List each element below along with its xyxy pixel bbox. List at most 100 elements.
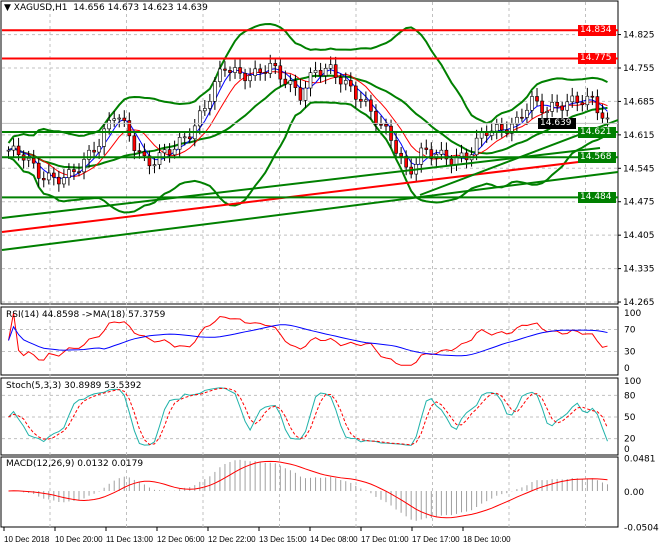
candle [41, 178, 46, 181]
candle [550, 102, 554, 112]
candle [283, 78, 288, 85]
candle [62, 177, 66, 185]
candle [590, 95, 595, 98]
candle [343, 80, 348, 85]
candle [479, 132, 484, 139]
candle [288, 80, 293, 85]
candle [152, 164, 157, 167]
candle [233, 67, 237, 73]
candle [107, 120, 111, 130]
candle [429, 149, 434, 159]
close-value: 14.639 [176, 3, 208, 13]
price-axis-label: 14.475 [623, 198, 655, 208]
candle [67, 169, 71, 179]
candle [535, 96, 539, 102]
trendline-lower [1, 171, 619, 251]
rsi-axis-label: 100 [624, 309, 641, 319]
price-level-tag: 14.484 [578, 192, 616, 204]
candle [545, 111, 549, 113]
candle [278, 65, 283, 80]
low-value: 14.623 [142, 3, 174, 13]
macd-axis-label: 0.0481 [624, 454, 656, 464]
candle [112, 118, 117, 121]
candle [52, 172, 56, 178]
candle [142, 151, 147, 157]
candle [525, 109, 529, 118]
ma200-line [1, 159, 596, 233]
candle [575, 95, 580, 103]
candle [46, 172, 51, 181]
price-axis-label: 14.685 [623, 97, 655, 107]
candle [162, 149, 167, 154]
candle [374, 110, 378, 125]
candle [208, 101, 212, 109]
candle [585, 95, 590, 106]
rsi-axis-label: 70 [624, 326, 636, 336]
stoch-axis-label: 0 [624, 445, 630, 455]
candle [102, 128, 106, 147]
candle [26, 158, 31, 161]
time-axis-label: 12 Dec 22:00 [208, 535, 256, 544]
candle [510, 123, 514, 134]
candle [444, 149, 449, 160]
candle [82, 159, 86, 173]
macd-axis-label: -0.0504 [624, 523, 659, 533]
candle [218, 68, 222, 82]
candle [364, 99, 368, 102]
chart-header: ▼ XAGUSD,H1 14.656 14.673 14.623 14.639 [4, 3, 208, 13]
rsi-label: RSI(14) 44.8598 ->MA(18) 57.3759 [6, 310, 166, 320]
candle [127, 120, 132, 137]
candle [313, 69, 318, 74]
candle [555, 102, 559, 107]
macd-signal-line [8, 460, 608, 519]
candle [213, 81, 217, 102]
stoch-label: Stoch(5,3,3) 30.8989 53.5392 [6, 381, 142, 391]
main-panel [0, 0, 619, 305]
candle [394, 140, 398, 154]
candle [132, 135, 137, 151]
rsi-panel [0, 306, 619, 376]
time-axis-label: 13 Dec 15:00 [259, 535, 307, 544]
bollinger-upper [7, 23, 608, 144]
candle [97, 146, 101, 153]
candle [424, 147, 429, 150]
candle [197, 110, 202, 127]
dropdown-arrow-icon[interactable]: ▼ [4, 3, 11, 13]
ma-slow-line [8, 71, 608, 177]
candle [540, 100, 544, 113]
candle [223, 68, 227, 71]
stoch-main-line [8, 387, 608, 446]
candle [228, 70, 232, 73]
candle [570, 95, 575, 103]
stoch-signal-line [8, 387, 608, 446]
candle [530, 96, 534, 111]
price-level-tag: 14.639 [538, 118, 576, 130]
price-level-tag: 14.834 [578, 25, 616, 37]
candle [268, 63, 273, 74]
candle [187, 136, 192, 140]
candle [605, 117, 610, 120]
candle [595, 96, 600, 114]
candle [565, 101, 570, 111]
price-axis-label: 14.405 [623, 231, 655, 241]
price-axis-label: 14.265 [623, 298, 655, 308]
candle [243, 72, 247, 82]
candle [318, 69, 323, 76]
candle [298, 87, 303, 101]
macd-axis-label: 0.00 [624, 488, 644, 498]
trendline-middle [1, 147, 601, 219]
stoch-axis-label: 80 [624, 391, 636, 401]
candle [369, 99, 373, 112]
candle [248, 75, 252, 82]
candle [419, 147, 424, 165]
candle [11, 145, 16, 151]
high-value: 14.673 [107, 3, 140, 13]
candle [600, 112, 605, 119]
candle [404, 155, 408, 168]
candle [389, 125, 393, 141]
candle [474, 137, 479, 156]
candle [379, 123, 383, 126]
price-axis-label: 14.755 [623, 64, 655, 74]
price-axis-label: 14.825 [623, 31, 655, 41]
